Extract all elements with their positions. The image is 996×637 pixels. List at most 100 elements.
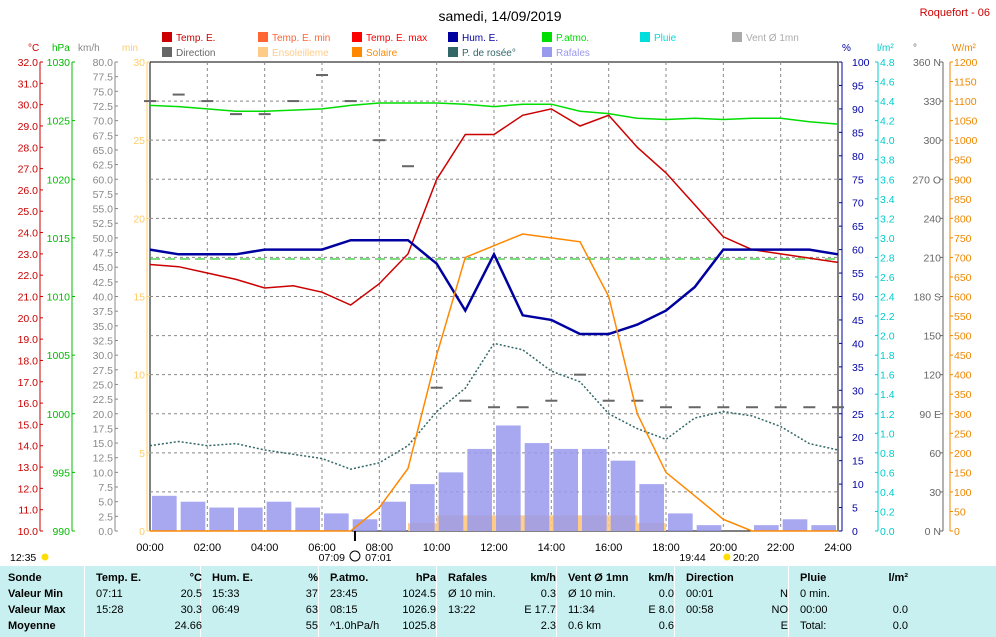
legend-swatch — [258, 32, 268, 42]
time-tick-label: 20:00 — [710, 542, 738, 554]
tick-label-rain: 0.0 — [880, 526, 895, 538]
tick-label-sun: 25 — [133, 135, 145, 147]
tick-label-rad: 1000 — [954, 135, 978, 147]
column-separator — [84, 566, 85, 637]
time-tick-label: 08:00 — [366, 542, 394, 554]
chart-title: samedi, 14/09/2019 — [439, 8, 562, 24]
legend-label: Temp. E. max — [366, 33, 427, 44]
tick-label-hum: 40 — [852, 338, 864, 350]
cell-value: 0.0 — [892, 620, 908, 632]
cell-value: E 17.7 — [524, 604, 556, 616]
moon-icon — [723, 553, 731, 561]
legend-item: Temp. E. max — [352, 32, 427, 44]
tick-label-dir: 0 N — [925, 526, 941, 538]
tick-label-rain: 3.2 — [880, 213, 895, 225]
tick-label-sun: 10 — [133, 370, 145, 382]
cell-value: NO — [771, 604, 789, 616]
legend-label: P.atmo. — [556, 33, 589, 44]
axis-unit-rain: l/m² — [877, 43, 894, 54]
tick-label-temp: 32.0 — [18, 57, 39, 69]
cell-value: 55 — [305, 620, 318, 632]
tick-label-temp: 14.0 — [18, 441, 39, 453]
tick-label-temp: 13.0 — [18, 462, 39, 474]
tick-label-wind: 75.0 — [93, 86, 114, 98]
tick-label-sun: 20 — [133, 213, 145, 225]
axis-unit-temp: °C — [28, 43, 39, 54]
tick-label-wind: 42.5 — [93, 277, 114, 289]
tick-label-hum: 35 — [852, 362, 864, 374]
tick-label-hum: 25 — [852, 409, 864, 421]
tick-label-dir: 360 N — [913, 57, 941, 69]
gust-bar — [238, 507, 263, 531]
tick-label-wind: 15.0 — [93, 438, 114, 450]
tick-label-rad: 450 — [954, 350, 972, 362]
tick-label-wind: 2.5 — [98, 511, 113, 523]
legend-label: P. de rosée° — [462, 48, 516, 59]
gust-bar — [811, 525, 836, 531]
station-name: Roquefort - 06 — [920, 7, 990, 19]
axis-unit-hum: % — [842, 43, 851, 54]
tick-label-temp: 12.0 — [18, 483, 39, 495]
tick-label-dir: 330 — [923, 96, 941, 108]
tick-label-rad: 1050 — [954, 116, 978, 128]
axis-unit-rad: W/m² — [952, 43, 977, 54]
tick-label-sun: 5 — [139, 448, 145, 460]
tick-label-wind: 35.0 — [93, 321, 114, 333]
column-separator — [674, 566, 675, 637]
cell-value: 37 — [305, 588, 318, 600]
cell-value: 30.3 — [180, 604, 202, 616]
legend-item: P.atmo. — [542, 32, 589, 44]
gust-bar — [553, 448, 578, 531]
column-unit: km/h — [648, 572, 674, 584]
tick-label-temp: 11.0 — [18, 505, 38, 517]
tick-label-rain: 3.4 — [880, 194, 895, 206]
cell-time: 08:15 — [330, 604, 358, 616]
gust-bar — [152, 495, 177, 531]
legend-item: Hum. E. — [448, 32, 498, 44]
time-tick-label: 02:00 — [194, 542, 222, 554]
tick-label-rain: 2.2 — [880, 311, 895, 323]
legend-swatch — [352, 47, 362, 57]
tick-label-rad: 1150 — [954, 77, 977, 89]
gust-bar — [410, 484, 435, 531]
tick-label-hum: 60 — [852, 245, 864, 257]
tick-label-rain: 4.8 — [880, 57, 895, 69]
time-tick-label: 04:00 — [251, 542, 279, 554]
cell-time: 11:34 — [568, 604, 595, 616]
tick-label-rad: 650 — [954, 272, 972, 284]
cell-value: 1024.5 — [402, 588, 436, 600]
tick-label-press: 1000 — [47, 409, 71, 421]
tick-label-temp: 23.0 — [18, 249, 39, 261]
legend-swatch — [542, 32, 552, 42]
tick-label-press: 1010 — [47, 292, 71, 304]
tick-label-temp: 31.0 — [18, 78, 39, 90]
legend-item: Direction — [162, 47, 215, 59]
time-tick-label: 10:00 — [423, 542, 451, 554]
chart-marks — [144, 74, 844, 532]
gust-bar — [381, 501, 406, 531]
tick-label-hum: 95 — [852, 80, 864, 92]
legend-swatch — [640, 32, 650, 42]
sun-icon — [349, 550, 361, 562]
tick-label-wind: 70.0 — [93, 116, 114, 128]
tick-label-wind: 10.0 — [93, 467, 114, 479]
tick-label-rain: 2.6 — [880, 272, 895, 284]
tick-label-wind: 0.0 — [98, 526, 113, 538]
tick-label-wind: 37.5 — [93, 306, 114, 318]
gust-bar — [754, 525, 779, 531]
tick-label-temp: 30.0 — [18, 100, 39, 112]
cell-value: 63 — [305, 604, 318, 616]
tick-label-wind: 62.5 — [93, 160, 114, 172]
tick-label-rad: 900 — [954, 174, 972, 186]
column-unit: hPa — [415, 572, 436, 584]
tick-label-dir: 240 — [923, 213, 941, 225]
moonset-label: 20:20 — [733, 552, 759, 564]
cell-time: 23:45 — [330, 588, 358, 600]
tick-label-temp: 22.0 — [18, 270, 39, 282]
tick-label-rain: 4.6 — [880, 77, 895, 89]
row-label: Moyenne — [8, 620, 56, 632]
legend-item: Temp. E. — [162, 32, 215, 44]
tick-label-temp: 19.0 — [18, 334, 39, 346]
tick-label-rad: 500 — [954, 331, 972, 343]
tick-label-rad: 400 — [954, 370, 972, 382]
